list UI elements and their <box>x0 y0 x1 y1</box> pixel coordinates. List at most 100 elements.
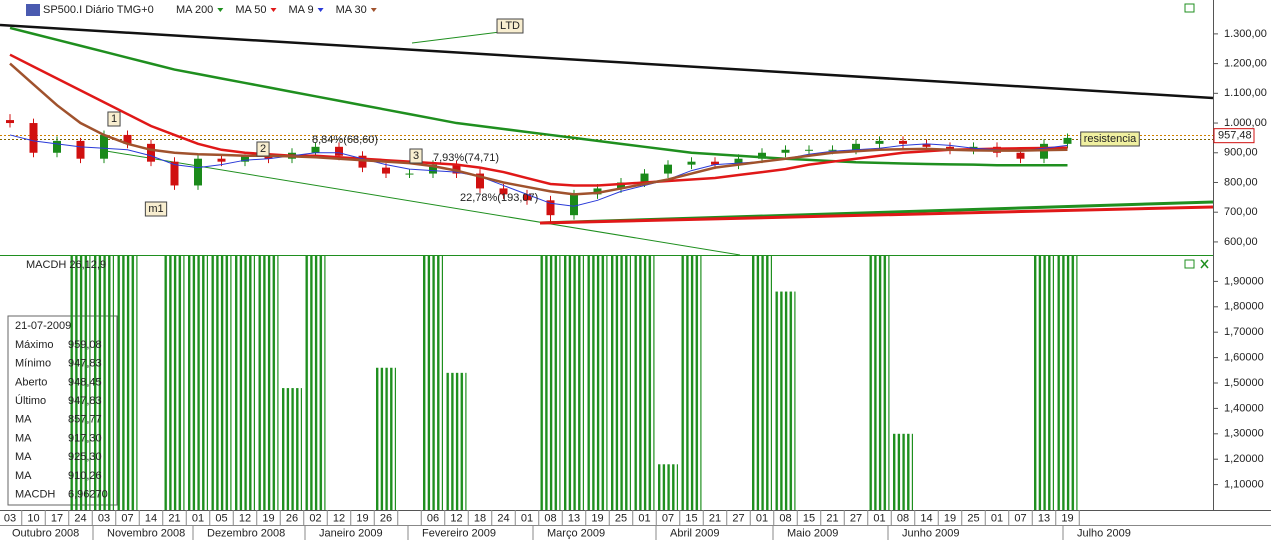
macdh-bar <box>164 256 185 510</box>
x-tick-label: 03 <box>4 512 16 524</box>
x-tick-label: 03 <box>98 512 110 524</box>
x-tick-label: 12 <box>239 512 251 524</box>
candle-body <box>53 140 61 153</box>
info-label: MA <box>15 470 32 482</box>
candle-body <box>875 140 884 144</box>
legend-arrow <box>317 8 324 12</box>
y-tick-label: 700,00 <box>1224 206 1258 218</box>
annotation: 7,93%(74,71) <box>433 152 499 164</box>
macdh-bar <box>211 256 232 510</box>
x-tick-label: 25 <box>967 512 979 524</box>
month-label: Novembro 2008 <box>107 527 185 539</box>
month-label: Fevereiro 2009 <box>422 527 496 539</box>
macdh-bar <box>305 256 326 510</box>
candle-body <box>734 158 743 165</box>
legend-arrow <box>270 8 277 12</box>
x-tick-label: 01 <box>192 512 204 524</box>
x-tick-label: 27 <box>732 512 744 524</box>
candle-body <box>922 143 931 147</box>
x-tick-label: 14 <box>145 512 157 524</box>
month-label: Junho 2009 <box>902 527 960 539</box>
info-label: MA <box>15 414 32 426</box>
x-tick-label: 01 <box>991 512 1003 524</box>
x-tick-label: 08 <box>544 512 556 524</box>
macdh-bar <box>376 367 396 510</box>
panel-button[interactable] <box>1184 259 1195 269</box>
y-tick-label: 1,80000 <box>1224 301 1264 313</box>
x-tick-label: 02 <box>309 512 321 524</box>
macdh-bar <box>681 256 702 510</box>
x-tick-label: 21 <box>709 512 721 524</box>
annotation-box <box>496 18 524 34</box>
macdh-bar <box>893 433 913 510</box>
macdh-bar <box>540 256 561 510</box>
candle-body <box>217 158 226 162</box>
legend-entry: MA 50 <box>235 4 266 16</box>
info-value: 959,08 <box>68 339 102 351</box>
x-tick-label: 06 <box>427 512 439 524</box>
x-tick-label: 17 <box>51 512 63 524</box>
macdh-bar <box>775 291 796 510</box>
y-tick-label: 1,60000 <box>1224 352 1264 364</box>
candle-body <box>170 161 179 186</box>
y-tick-label: 900,00 <box>1224 147 1258 159</box>
annotation: LTD <box>500 20 520 32</box>
x-tick-label: 25 <box>615 512 627 524</box>
info-label: MACDH <box>15 489 55 501</box>
info-label: Aberto <box>15 376 47 388</box>
x-tick-label: 19 <box>944 512 956 524</box>
info-label: MA <box>15 432 32 444</box>
candle-body <box>452 164 461 174</box>
month-label: Outubro 2008 <box>12 527 79 539</box>
x-tick-label: 15 <box>803 512 815 524</box>
x-tick-label: 01 <box>638 512 650 524</box>
candle-body <box>76 140 85 159</box>
candle-body <box>1016 152 1025 159</box>
candle-body <box>147 143 155 162</box>
month-label: Abril 2009 <box>670 527 720 539</box>
trend-line-red <box>539 205 1214 225</box>
legend-arrow <box>370 8 377 12</box>
legend-entry: MA 30 <box>336 4 367 16</box>
ma-line <box>9 26 1068 167</box>
macdh-bar <box>564 256 584 510</box>
x-tick-label: 26 <box>286 512 298 524</box>
candle-body <box>758 152 766 159</box>
candle-body <box>241 155 249 162</box>
panel-button[interactable] <box>1184 3 1195 13</box>
x-tick-label: 19 <box>356 512 368 524</box>
trend-line-ltd <box>0 23 1214 100</box>
x-tick-label: 07 <box>662 512 674 524</box>
y-tick-label: 1.300,00 <box>1224 28 1267 40</box>
symbol-icon <box>26 4 40 16</box>
macdh-bar <box>634 256 655 510</box>
x-tick-label: 24 <box>497 512 509 524</box>
x-tick-label: 07 <box>1014 512 1026 524</box>
annotation-box <box>107 111 121 127</box>
y-tick-label: 1,90000 <box>1224 275 1264 287</box>
chart-title: SP500.I Diário TMG+0 <box>43 4 154 16</box>
x-tick-label: 01 <box>756 512 768 524</box>
candle-body <box>593 188 602 195</box>
y-tick-label: 1.200,00 <box>1224 58 1267 70</box>
candle-body <box>194 158 202 186</box>
annotation: 3 <box>413 150 419 162</box>
macdh-bar <box>446 372 467 510</box>
candle-body <box>123 134 132 144</box>
candle-body <box>617 182 625 189</box>
candle-body <box>711 161 719 165</box>
x-tick-label: 18 <box>474 512 486 524</box>
macdh-title: MACDH 26,12,9 <box>26 259 106 271</box>
candle-body <box>664 164 672 174</box>
x-tick-label: 21 <box>168 512 180 524</box>
info-value: 947,83 <box>68 358 102 370</box>
candle-body <box>335 146 343 156</box>
info-value: 947,83 <box>68 395 102 407</box>
y-tick-label: 1,30000 <box>1224 428 1264 440</box>
y-tick-label: 1,50000 <box>1224 377 1264 389</box>
x-tick-label: 26 <box>380 512 392 524</box>
macdh-bar <box>869 256 890 510</box>
macdh-bar <box>258 256 279 510</box>
close-button[interactable] <box>1200 259 1209 269</box>
candle-body <box>946 146 954 150</box>
